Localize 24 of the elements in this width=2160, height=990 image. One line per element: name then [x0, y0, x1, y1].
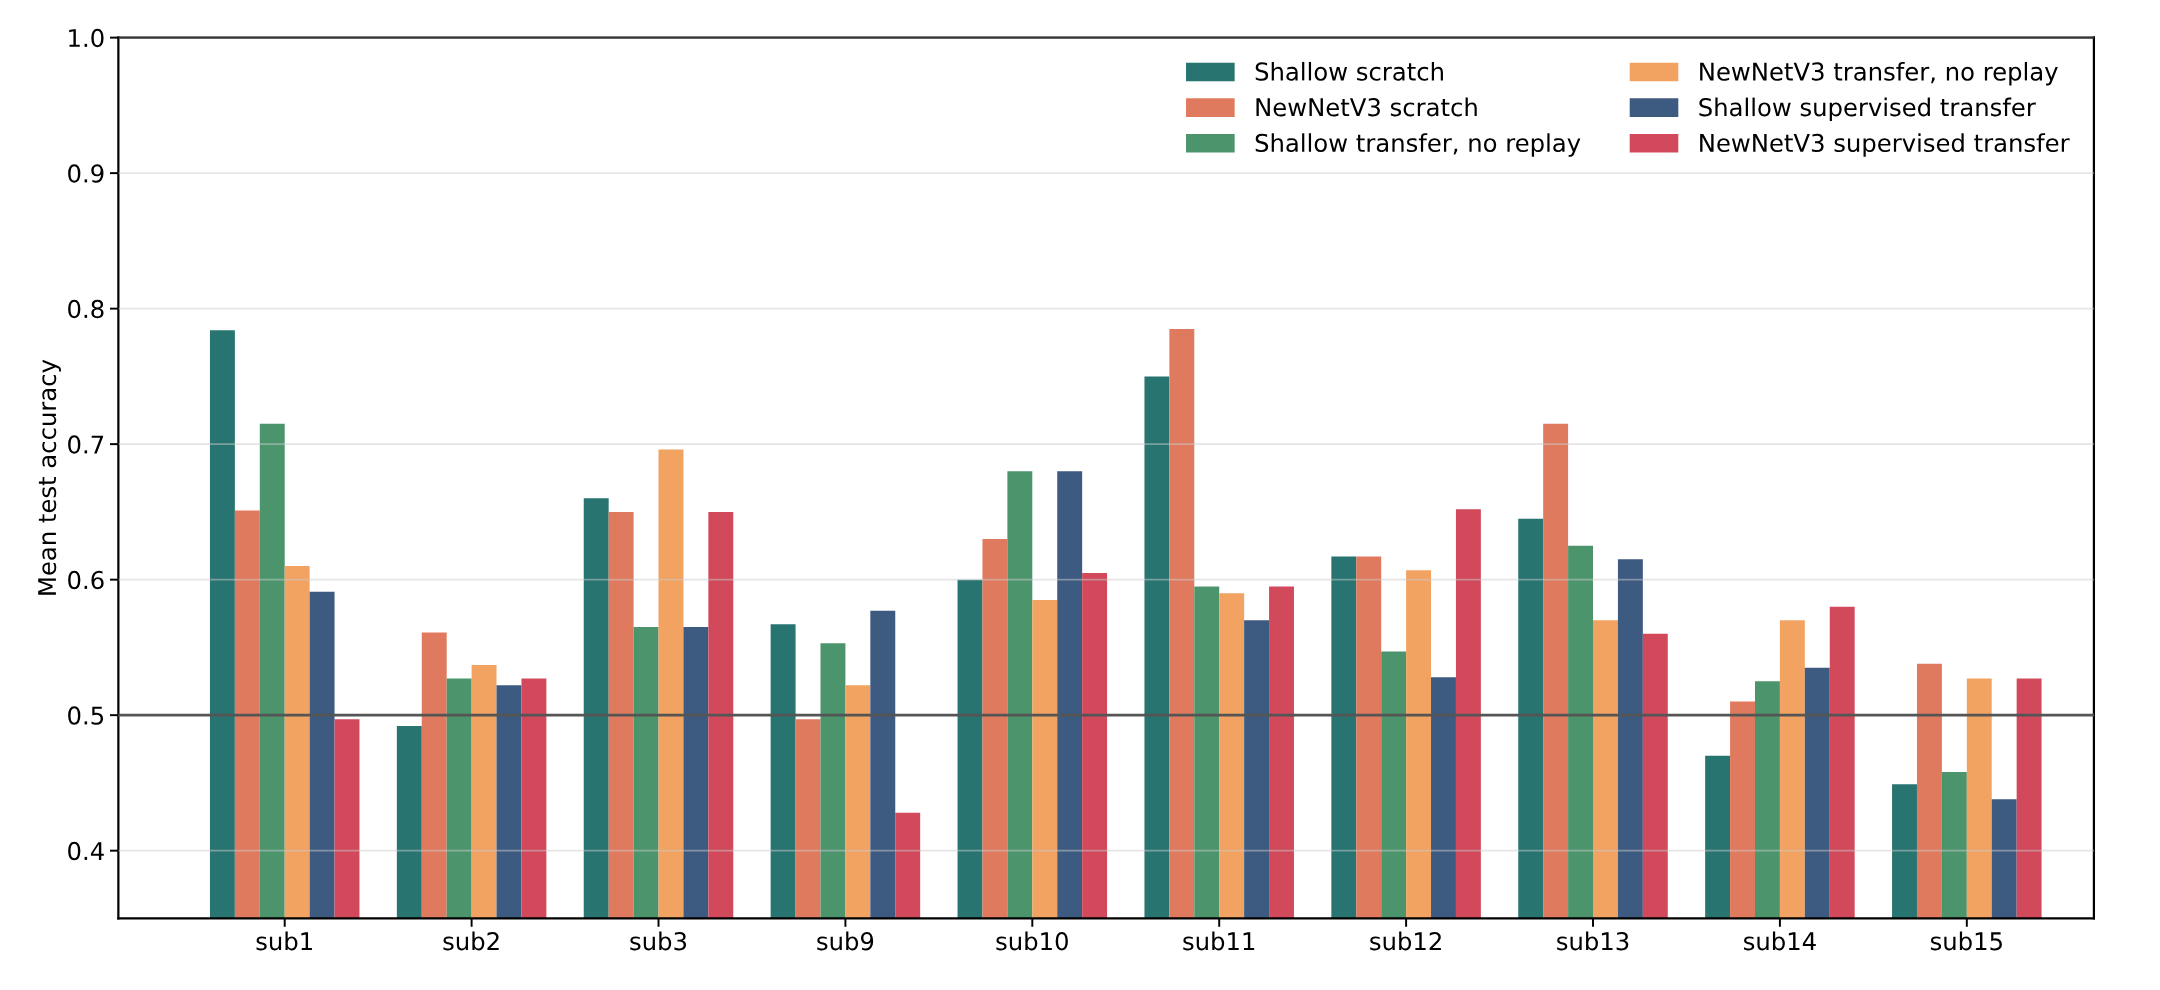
- x-tick-label: sub10: [996, 931, 1068, 951]
- x-tick-label: sub15: [1930, 931, 2002, 951]
- y-tick-label: 0.4: [68, 841, 104, 861]
- legend-label: NewNetV3 scratch: [1256, 97, 1477, 117]
- legend-label: NewNetV3 transfer, no replay: [1700, 61, 2058, 86]
- y-tick-label: 0.6: [68, 570, 104, 590]
- x-tick-label: sub1: [256, 931, 312, 951]
- y-tick-label: 0.8: [68, 299, 104, 319]
- legend-label: Shallow supervised transfer: [1699, 97, 2036, 122]
- x-tick-label: sub9: [817, 931, 874, 951]
- y-axis-title: Mean test accuracy: [38, 359, 61, 595]
- y-tick-label: 0.5: [68, 706, 104, 725]
- legend-label: Shallow scratch: [1255, 61, 1443, 81]
- x-tick-label: sub12: [1370, 931, 1441, 951]
- legend-label: Shallow transfer, no replay: [1255, 133, 1581, 157]
- x-tick-label: sub3: [630, 931, 687, 951]
- legend-label: NewNetV3 supervised transfer: [1700, 133, 2070, 157]
- x-tick-label: sub2: [443, 931, 499, 951]
- x-tick-label: sub11: [1183, 931, 1255, 951]
- y-tick-label: 1.0: [69, 28, 104, 48]
- x-tick-label: sub13: [1557, 931, 1629, 951]
- x-tick-label: sub14: [1744, 931, 1816, 951]
- y-tick-label: 0.7: [68, 435, 104, 454]
- y-tick-label: 0.9: [68, 164, 104, 183]
